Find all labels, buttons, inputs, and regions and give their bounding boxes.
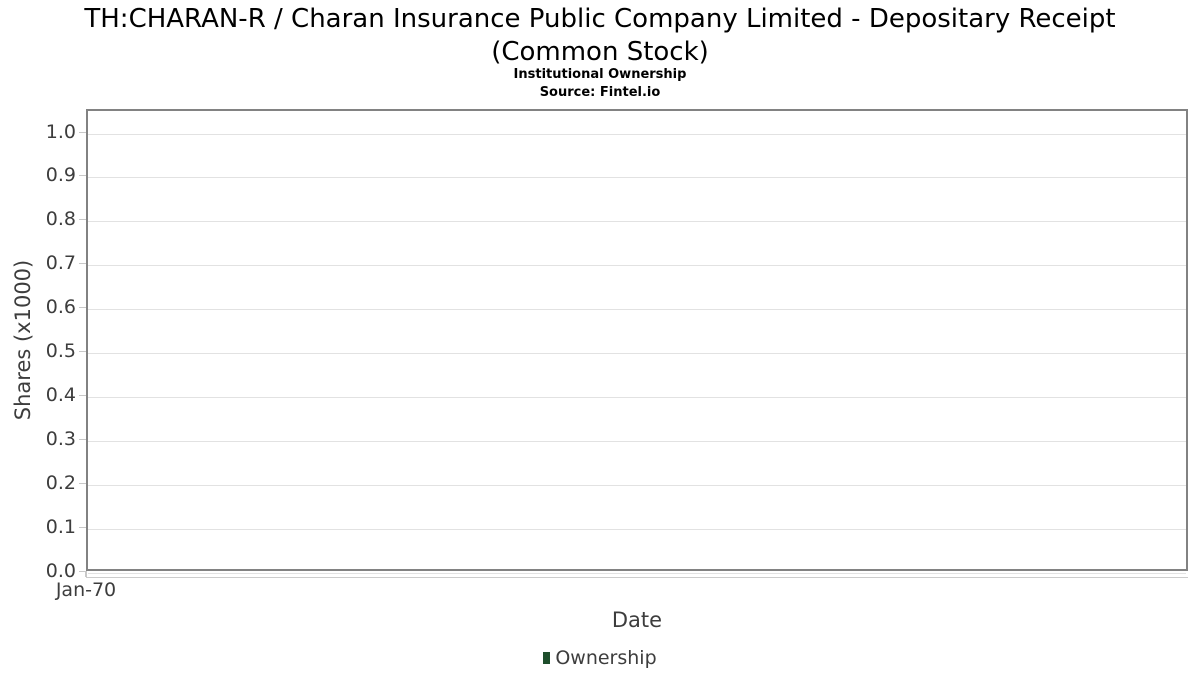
- gridline: [88, 528, 1186, 530]
- y-axis-tick-label: 0.2: [45, 471, 76, 494]
- y-axis-tick-mark: [79, 307, 86, 309]
- y-axis-tick-label: 0.4: [45, 383, 76, 406]
- chart-source-credit: Source: Fintel.io: [539, 85, 661, 100]
- y-axis-tick-label: 0.3: [45, 427, 76, 450]
- y-axis-tick-mark: [79, 438, 86, 440]
- y-axis-tick-label: 0.1: [45, 515, 76, 538]
- gridline: [88, 484, 1186, 486]
- y-axis-tick-label: 0.5: [45, 340, 76, 363]
- legend-marker-ownership: [543, 652, 551, 664]
- gridline: [88, 440, 1186, 442]
- y-axis-tick-mark: [79, 351, 86, 353]
- x-axis-title: Date: [611, 608, 663, 632]
- plot-area: [86, 109, 1188, 574]
- x-axis-tick-mark: [85, 571, 87, 577]
- legend[interactable]: Ownership: [0, 646, 1200, 670]
- gridline: [88, 309, 1186, 311]
- y-axis-tick-label: 0.0: [45, 559, 76, 582]
- y-axis-tick-label: 0.7: [45, 252, 76, 275]
- y-axis-tick-mark: [79, 175, 86, 177]
- gridline: [88, 133, 1186, 135]
- y-axis-tick-label: 1.0: [45, 120, 76, 143]
- gridline: [88, 396, 1186, 398]
- y-axis-tick-mark: [79, 394, 86, 396]
- y-axis-tick-mark: [79, 482, 86, 484]
- y-axis-tick-label: 0.6: [45, 296, 76, 319]
- y-axis-tick-mark: [79, 219, 86, 221]
- y-axis-tick-mark: [79, 131, 86, 133]
- x-axis-line: [86, 577, 1188, 578]
- y-axis-tick-mark: [79, 526, 86, 528]
- y-axis-tick-label: 0.8: [45, 208, 76, 231]
- gridline: [88, 572, 1186, 574]
- y-axis-tick-label: 0.9: [45, 164, 76, 187]
- gridline: [88, 177, 1186, 179]
- chart-title: TH:CHARAN-R / Charan Insurance Public Co…: [84, 4, 1116, 67]
- gridline: [88, 221, 1186, 223]
- gridline: [88, 265, 1186, 267]
- x-axis-tick-label: Jan-70: [55, 579, 117, 601]
- chart-subtitle: Institutional Ownership: [513, 67, 687, 82]
- y-axis-tick-mark: [79, 570, 86, 572]
- gridline: [88, 353, 1186, 355]
- legend-label-ownership[interactable]: Ownership: [555, 647, 657, 669]
- y-axis-tick-mark: [79, 263, 86, 265]
